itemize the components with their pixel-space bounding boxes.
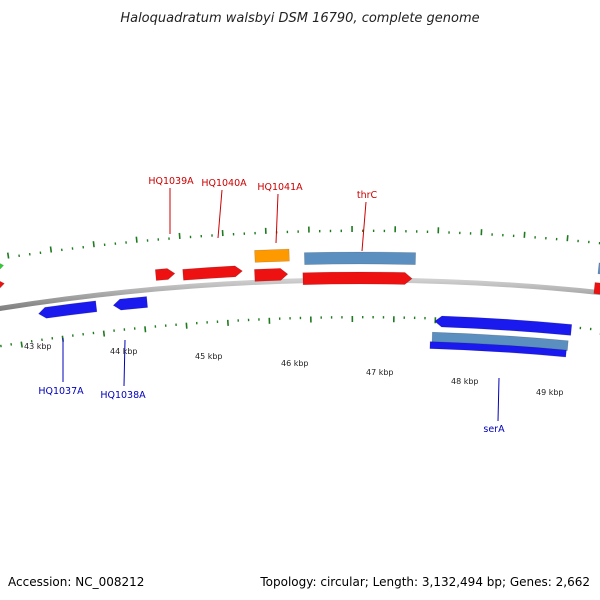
gene-label-hq1041a[interactable]: HQ1041A (257, 182, 303, 193)
tick-label-44kbp: 44 kbp (110, 347, 138, 356)
gene-label-hq1037a[interactable]: HQ1037A (38, 386, 84, 397)
gene-label-hq1040a[interactable]: HQ1040A (201, 178, 247, 189)
leader-line (275, 193, 279, 244)
gene-label-hq1039a[interactable]: HQ1039A (148, 176, 194, 187)
gene-feature-forward[interactable] (0, 261, 5, 276)
gene-label-thrc[interactable]: thrC (357, 190, 378, 201)
major-tick (49, 246, 53, 253)
position-tick-labels: 43 kbp 44 kbp 45 kbp 46 kbp 47 kbp 48 kb… (24, 342, 564, 397)
gene-feature-reverse[interactable] (38, 300, 98, 319)
accession-text: Accession: NC_008212 (8, 575, 144, 589)
inner-tick-ring (0, 316, 600, 348)
major-tick (92, 241, 95, 248)
tick-label-47kbp: 47 kbp (366, 368, 394, 377)
gene-feature-forward[interactable] (154, 268, 176, 281)
map-title: Haloquadratum walsbyi DSM 16790, complet… (120, 11, 479, 26)
gene-label-sera[interactable]: serA (483, 424, 505, 435)
genome-summary-text: Topology: circular; Length: 3,132,494 bp… (259, 575, 590, 589)
gene-feature-forward[interactable] (182, 265, 243, 281)
gene-features (0, 248, 600, 358)
label-leader-lines (62, 188, 500, 422)
gene-feature-forward[interactable] (254, 268, 289, 282)
major-tick (566, 235, 569, 242)
tick-label-48kbp: 48 kbp (451, 377, 479, 386)
gene-feature-forward[interactable] (593, 282, 600, 295)
leader-line (217, 189, 223, 239)
tick-label-43kbp: 43 kbp (24, 342, 52, 351)
major-tick (102, 330, 106, 337)
gene-feature-forward[interactable] (0, 279, 5, 293)
major-tick (144, 326, 147, 333)
major-tick (135, 236, 138, 243)
tick-label-45kbp: 45 kbp (195, 352, 223, 361)
gene-feature-forward[interactable] (302, 271, 413, 286)
gene-label-hq1038a[interactable]: HQ1038A (100, 390, 146, 401)
leader-line (361, 201, 367, 252)
tick-label-46kbp: 46 kbp (281, 359, 309, 368)
gene-feature-reverse[interactable] (434, 315, 573, 336)
gene-labels: HQ1039A HQ1040A HQ1041A thrC HQ1037A HQ1… (38, 176, 505, 435)
outer-tick-ring (6, 226, 600, 259)
tick-label-49kbp: 49 kbp (536, 388, 564, 397)
major-tick (20, 341, 23, 348)
major-tick (6, 252, 10, 259)
gene-feature-reverse[interactable] (429, 341, 567, 358)
leader-line (497, 377, 500, 422)
leader-line (123, 339, 126, 387)
gene-feature-reverse[interactable] (112, 296, 148, 311)
gene-feature-forward[interactable] (254, 248, 290, 263)
gene-feature-forward[interactable] (304, 251, 416, 265)
gene-feature-forward[interactable] (597, 262, 600, 275)
